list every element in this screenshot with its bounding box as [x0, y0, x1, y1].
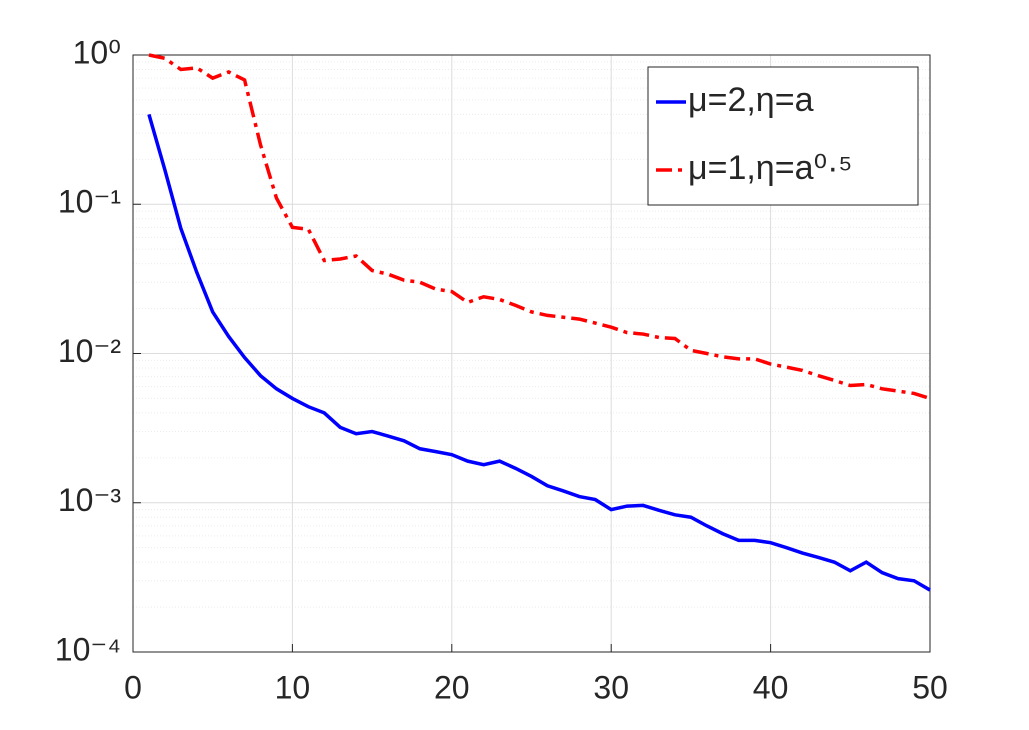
legend-label: μ=2,η=a	[688, 81, 814, 119]
x-tick-label: 30	[593, 669, 629, 705]
legend-label: μ=1,η=a⁰·⁵	[688, 149, 853, 187]
y-tick-label: 10⁻²	[58, 333, 121, 369]
y-tick-label: 10⁰	[73, 34, 121, 70]
data-line	[148, 53, 931, 401]
x-tick-label: 40	[753, 669, 789, 705]
data-line	[147, 113, 931, 592]
x-tick-label: 10	[275, 669, 311, 705]
x-tick-label: 0	[124, 669, 142, 705]
axes-box	[132, 54, 931, 653]
x-tick-label: 50	[912, 669, 948, 705]
y-tick-label: 10⁻¹	[58, 184, 121, 220]
legend-box	[647, 66, 919, 206]
y-tick-label: 10⁻⁴	[55, 631, 121, 667]
y-tick-label: 10⁻³	[58, 482, 121, 518]
x-tick-label: 20	[434, 669, 470, 705]
